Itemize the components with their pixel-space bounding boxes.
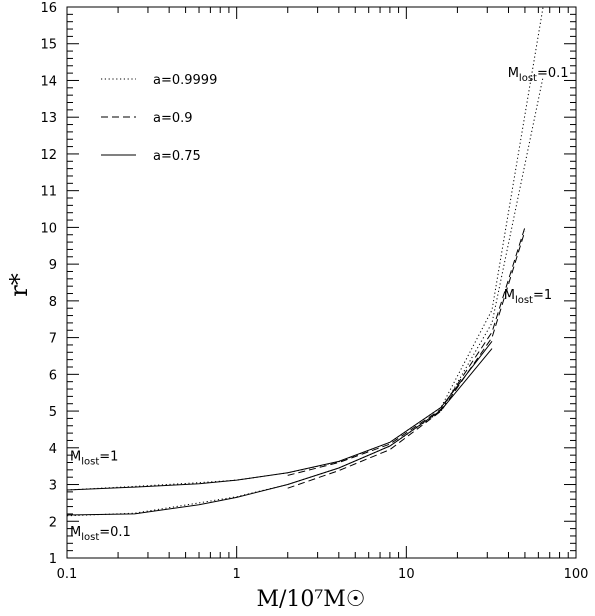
legend: a=0.9999 a=0.9 a=0.75 [101, 73, 217, 164]
y-tick-label: 16 [40, 1, 57, 16]
y-tick-label: 4 [49, 442, 57, 457]
y-tick-label: 12 [40, 148, 57, 163]
annotation-mlost: Mlost=0.1 [508, 66, 569, 84]
annotation-mlost: Mlost=0.1 [70, 525, 131, 543]
y-tick-label: 14 [40, 74, 57, 89]
plot-frame [66, 6, 577, 559]
y-tick-label: 3 [49, 479, 57, 494]
y-tick-label: 13 [40, 111, 57, 126]
y-tick-label: 6 [49, 368, 57, 383]
y-tick-label: 7 [49, 332, 57, 347]
x-tick-label: 100 [564, 567, 589, 582]
series-line-a-0-9 [287, 230, 526, 489]
series-line-a-0-9999 [66, 6, 544, 491]
y-tick-label: 1 [49, 552, 57, 567]
y-axis-label: r* [5, 273, 33, 296]
x-tick-label: 10 [398, 567, 415, 582]
x-tick-label: 0.1 [57, 567, 78, 582]
annotation-mlost: Mlost=1 [504, 288, 552, 306]
series-line-a-0-9 [287, 227, 526, 476]
series-line-a-0-9999 [66, 76, 544, 517]
y-tick-label: 9 [49, 258, 57, 273]
annotations: Mlost=0.1 Mlost=1 Mlost=1 Mlost=0.1 [70, 66, 569, 543]
annotation-mlost: Mlost=1 [70, 450, 118, 468]
x-axis-label: M/10⁷M☉ [256, 587, 365, 612]
series-line-a-0-75 [66, 348, 493, 516]
legend-label-a-0-9: a=0.9 [153, 111, 193, 126]
y-tick-label: 15 [40, 38, 57, 53]
legend-label-a-0-75: a=0.75 [153, 149, 201, 164]
x-tick-label: 1 [233, 567, 241, 582]
y-tick-label: 10 [40, 221, 57, 236]
y-tick-label: 11 [40, 185, 57, 200]
axis-ticks [66, 6, 576, 559]
legend-label-a-0-9999: a=0.9999 [153, 73, 217, 88]
curves [66, 6, 544, 517]
y-tick-label: 8 [49, 295, 57, 310]
series-line-a-0-75 [66, 340, 493, 491]
y-tick-label: 5 [49, 405, 57, 420]
y-tick-label: 2 [49, 515, 57, 530]
